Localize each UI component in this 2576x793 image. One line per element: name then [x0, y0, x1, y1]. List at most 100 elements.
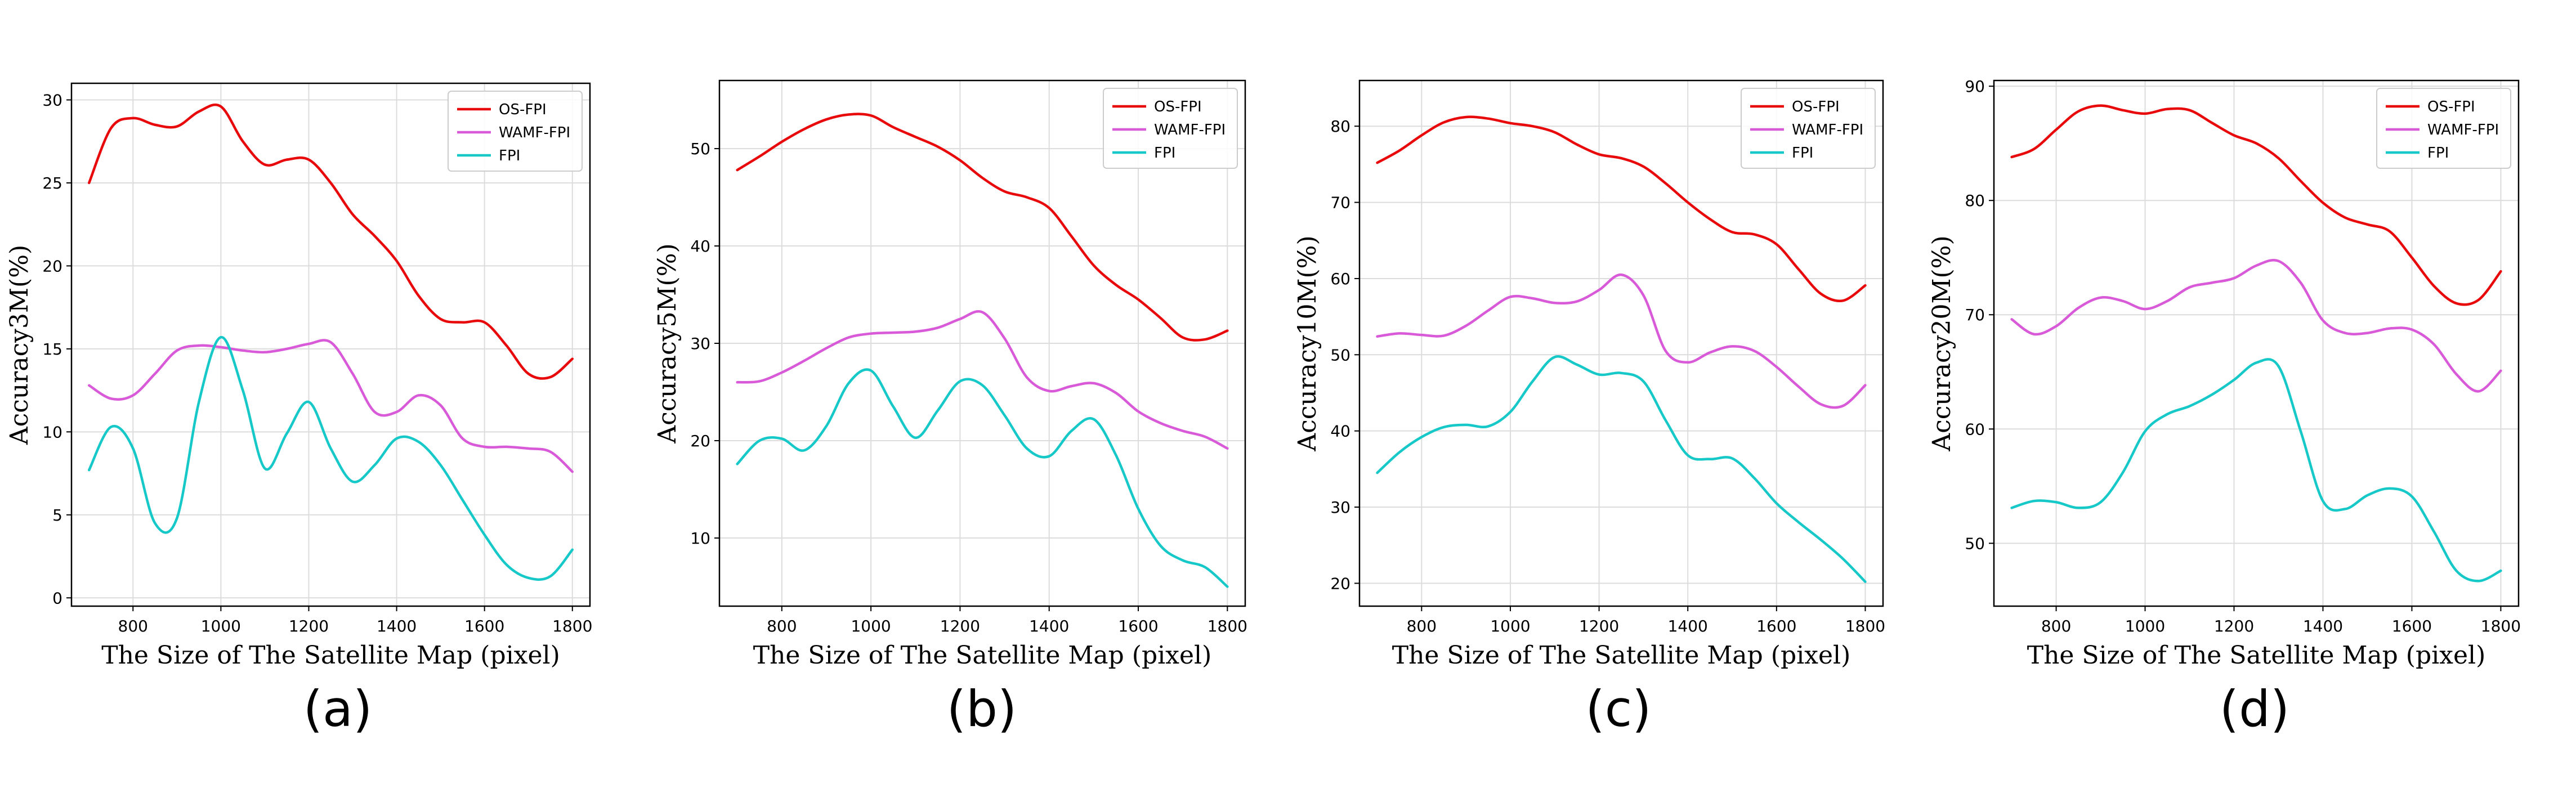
- plot-frame: [70, 82, 591, 607]
- y-tick-label: 20: [1330, 574, 1350, 593]
- x-tick-label: 1800: [1208, 617, 1247, 635]
- y-tick-label: 60: [1965, 420, 1985, 438]
- series-line-os-fpi: [2010, 104, 2502, 306]
- y-axis-label: Accuracy10M(%): [1293, 235, 1322, 451]
- plot-frame: [1358, 79, 1884, 607]
- x-axis-label: The Size of The Satellite Map (pixel): [2027, 641, 2486, 670]
- y-tick-label: 5: [52, 506, 62, 525]
- x-tick-label: 1400: [377, 617, 417, 635]
- legend: OS-FPI WAMF-FPI FPI: [2376, 88, 2511, 169]
- y-tick-label: 30: [1330, 498, 1350, 517]
- series-line-os-fpi: [1376, 115, 1867, 303]
- series-line-os-fpi: [736, 113, 1229, 342]
- legend-label: FPI: [499, 147, 520, 164]
- series-line-wamf-fpi: [736, 310, 1229, 450]
- y-tick-label: 20: [690, 432, 710, 450]
- x-tick-label: 800: [1407, 617, 1437, 635]
- x-tick-label: 1000: [1490, 617, 1530, 635]
- legend-label: FPI: [2427, 145, 2449, 162]
- x-axis-label: The Size of The Satellite Map (pixel): [753, 641, 1212, 670]
- y-tick-label: 70: [1965, 306, 1985, 324]
- y-tick-label: 60: [1330, 270, 1350, 288]
- panel-caption: (a): [303, 680, 373, 738]
- x-tick-label: 1000: [2125, 617, 2165, 635]
- y-tick-label: 50: [1330, 346, 1350, 364]
- y-tick-label: 70: [1330, 194, 1350, 212]
- legend-label: WAMF-FPI: [2427, 122, 2499, 138]
- y-axis-label: Accuracy20M(%): [1927, 235, 1956, 451]
- y-tick-label: 80: [1330, 117, 1350, 136]
- x-tick-label: 800: [118, 617, 148, 635]
- x-tick-label: 1600: [464, 617, 504, 635]
- x-tick-label: 1200: [1579, 617, 1619, 635]
- panel-caption: (d): [2220, 680, 2290, 738]
- y-tick-label: 50: [1965, 534, 1985, 553]
- series-line-os-fpi: [87, 103, 574, 380]
- x-tick-label: 1200: [289, 617, 329, 635]
- y-tick-label: 90: [1965, 77, 1985, 96]
- x-tick-label: 1000: [851, 617, 891, 635]
- x-tick-label: 1200: [2214, 617, 2254, 635]
- legend-box: [1741, 88, 1876, 169]
- plot-frame: [1993, 79, 2520, 607]
- y-tick-label: 10: [690, 529, 710, 548]
- y-tick-label: 80: [1965, 191, 1985, 210]
- series-line-wamf-fpi: [2010, 258, 2502, 393]
- x-tick-label: 1000: [201, 617, 241, 635]
- x-tick-label: 1600: [1756, 617, 1796, 635]
- y-tick-label: 25: [42, 174, 62, 192]
- legend-label: WAMF-FPI: [499, 124, 570, 141]
- panel-caption: (b): [947, 680, 1017, 738]
- x-axis-label: The Size of The Satellite Map (pixel): [1392, 641, 1851, 670]
- y-tick-label: 40: [690, 237, 710, 256]
- chart-panel-d: 800 1000 1200 1400 1600 1800 50 60 70 80 90 The Siz…: [1927, 77, 2521, 738]
- legend-label: WAMF-FPI: [1154, 122, 1226, 138]
- legend: OS-FPI WAMF-FPI FPI: [1103, 88, 1238, 169]
- x-tick-label: 1800: [2481, 617, 2521, 635]
- y-tick-label: 20: [42, 257, 62, 275]
- x-tick-label: 1600: [1118, 617, 1158, 635]
- legend-label: FPI: [1154, 145, 1175, 162]
- x-tick-label: 1600: [2392, 617, 2432, 635]
- y-axis-label: Accuracy5M(%): [653, 243, 682, 443]
- x-tick-label: 1400: [1029, 617, 1069, 635]
- series-line-fpi: [2010, 358, 2502, 583]
- legend-box: [1103, 88, 1238, 169]
- legend: OS-FPI WAMF-FPI FPI: [1741, 88, 1876, 169]
- x-tick-label: 800: [2041, 617, 2071, 635]
- panel-caption: (c): [1585, 680, 1651, 738]
- y-tick-label: 30: [690, 334, 710, 353]
- legend-label: OS-FPI: [1792, 98, 1840, 115]
- chart-panel-a: 800 1000 1200 1400 1600 1800 0 5 10 15 20 25 30 The S…: [5, 82, 592, 738]
- legend-box: [2376, 88, 2511, 169]
- y-tick-label: 15: [42, 340, 62, 359]
- series-line-wamf-fpi: [87, 339, 574, 473]
- y-axis-label: Accuracy3M(%): [5, 245, 34, 445]
- x-tick-label: 1400: [1668, 617, 1708, 635]
- legend-label: WAMF-FPI: [1792, 122, 1863, 138]
- x-tick-label: 1400: [2303, 617, 2343, 635]
- y-tick-label: 0: [52, 589, 62, 607]
- series-line-fpi: [1376, 355, 1867, 583]
- series-line-fpi: [87, 335, 574, 581]
- x-tick-label: 800: [767, 617, 797, 635]
- y-tick-label: 40: [1330, 422, 1350, 441]
- y-tick-label: 30: [42, 91, 62, 109]
- x-tick-label: 1200: [940, 617, 980, 635]
- x-tick-label: 1800: [552, 617, 592, 635]
- legend-label: OS-FPI: [2427, 98, 2475, 115]
- series-line-fpi: [736, 368, 1229, 588]
- legend: OS-FPI WAMF-FPI FPI: [448, 91, 583, 172]
- x-axis-label: The Size of The Satellite Map (pixel): [101, 641, 560, 670]
- legend-label: OS-FPI: [499, 101, 547, 118]
- legend-label: OS-FPI: [1154, 98, 1202, 115]
- series-line-wamf-fpi: [1376, 273, 1867, 409]
- legend-box: [448, 91, 583, 172]
- chart-panel-c: 800 1000 1200 1400 1600 1800 20 30 40 50 60 70 80 The…: [1293, 79, 1885, 738]
- legend-label: FPI: [1792, 145, 1813, 162]
- y-tick-label: 10: [42, 423, 62, 441]
- chart-panel-b: 800 1000 1200 1400 1600 1800 10 20 30 40 50 The Siz…: [653, 79, 1247, 738]
- x-tick-label: 1800: [1845, 617, 1885, 635]
- y-tick-label: 50: [690, 140, 710, 158]
